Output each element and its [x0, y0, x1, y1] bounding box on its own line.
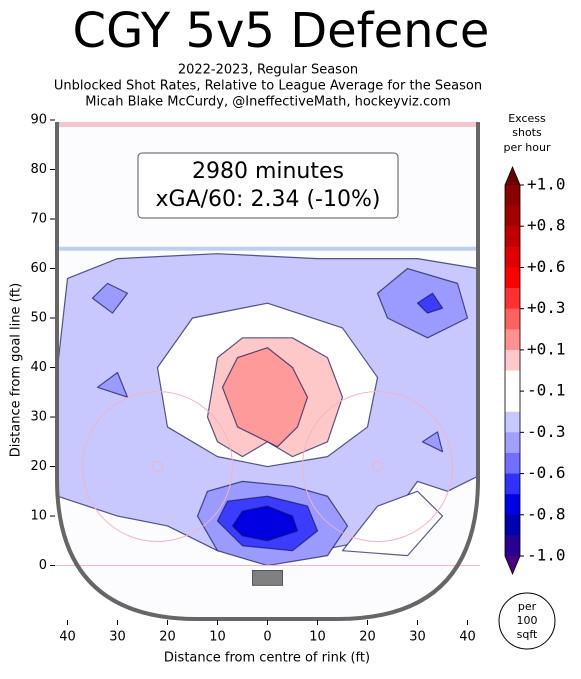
x-tick-label: 10	[309, 630, 326, 645]
faceoff-dot	[152, 461, 163, 473]
x-tick-label: 20	[159, 630, 176, 645]
colorbar-band	[505, 432, 520, 454]
x-tick-label: 40	[59, 630, 76, 645]
y-tick-label: 50	[30, 311, 47, 326]
boards	[55, 122, 480, 621]
colorbar-extend	[505, 167, 520, 185]
colorbar-band	[505, 391, 520, 413]
colorbar-tick-label: -0.1	[527, 381, 566, 400]
x-tick-label: 0	[263, 630, 271, 645]
colorbar-label: shots	[512, 126, 542, 139]
x-axis-label: Distance from centre of rink (ft)	[164, 651, 370, 666]
colorbar-extend	[505, 556, 520, 574]
colorbar-band	[505, 514, 520, 536]
faceoff-circle	[82, 391, 233, 543]
contour-region	[341, 490, 444, 557]
x-tick-label: 10	[209, 630, 226, 645]
y-tick-label: 90	[30, 113, 47, 128]
colorbar-tick-label: +0.6	[527, 257, 566, 276]
colorbar-band	[505, 308, 520, 330]
y-tick-label: 40	[30, 360, 47, 375]
y-tick-label: 80	[30, 162, 47, 177]
faceoff-dot	[372, 461, 383, 473]
rink	[55, 121, 480, 621]
colorbar-label: Excess	[508, 112, 546, 125]
colorbar-band	[505, 267, 520, 289]
colorbar-band	[505, 349, 520, 371]
colorbar-tick-label: +0.3	[527, 298, 566, 317]
colorbar-tick-label: -0.6	[527, 463, 566, 482]
colorbar-band	[505, 370, 520, 392]
colorbar-label: per hour	[504, 141, 551, 154]
subtitle: 2022-2023, Regular Season	[178, 63, 358, 78]
unit-note: sqft	[517, 628, 538, 641]
colorbar-band	[505, 535, 520, 557]
colorbar-tick-label: -0.8	[527, 504, 566, 523]
colorbar-tick-label: +0.1	[527, 339, 566, 358]
colorbar-band	[505, 411, 520, 433]
subtitle: Micah Blake McCurdy, @IneffectiveMath, h…	[85, 95, 451, 110]
colorbar-band	[505, 288, 520, 310]
faceoff-circle	[302, 391, 453, 543]
colorbar-tick-label: -0.3	[527, 422, 566, 441]
unit-note: 100	[517, 614, 538, 627]
colorbar-band	[505, 205, 520, 227]
unit-circle	[498, 592, 556, 650]
y-tick-label: 10	[30, 509, 47, 524]
contour-region	[221, 347, 309, 448]
colorbar-band	[505, 494, 520, 516]
chart-title: CGY 5v5 Defence	[73, 3, 490, 59]
colorbar-band	[505, 185, 520, 207]
x-tick-label: 20	[359, 630, 376, 645]
contour-region	[91, 282, 129, 314]
goal-net	[252, 569, 283, 586]
red-line	[55, 121, 480, 127]
y-axis-label: Distance from goal line (ft)	[9, 283, 24, 457]
contour-region	[231, 505, 299, 542]
annotation: 2980 minutes	[192, 159, 344, 184]
contour-region	[96, 371, 129, 398]
x-tick-label: 30	[109, 630, 126, 645]
subtitle: Unblocked Shot Rates, Relative to League…	[54, 79, 482, 94]
colorbar-band	[505, 329, 520, 351]
unit-note: per	[518, 600, 537, 613]
y-tick-label: 20	[30, 459, 47, 474]
colorbar-tick-label: +0.8	[527, 216, 566, 235]
y-tick-label: 30	[30, 410, 47, 425]
contour-region	[421, 431, 444, 453]
x-tick-label: 30	[409, 630, 426, 645]
x-tick-label: 40	[459, 630, 476, 645]
annotation: xGA/60: 2.34 (-10%)	[156, 187, 381, 212]
colorbar-band	[505, 246, 520, 268]
contour-region	[416, 292, 444, 314]
colorbar-tick-label: -1.0	[527, 546, 566, 565]
colorbar-band	[505, 452, 520, 475]
y-tick-label: 0	[39, 558, 47, 573]
blue-line	[55, 246, 480, 251]
colorbar-tick-label: +1.0	[527, 175, 566, 194]
y-tick-label: 60	[30, 261, 47, 276]
annotation-box	[137, 152, 399, 219]
colorbar-band	[505, 473, 520, 495]
colorbar-band	[505, 226, 520, 248]
y-tick-label: 70	[30, 212, 47, 227]
